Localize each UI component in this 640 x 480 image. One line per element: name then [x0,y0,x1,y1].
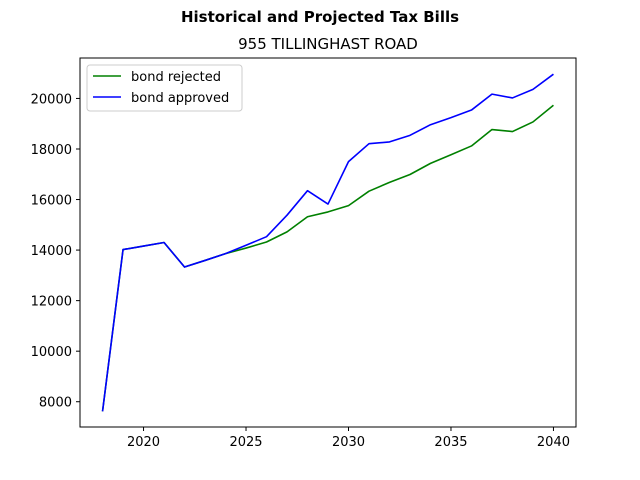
y-tick-label: 10000 [31,345,72,360]
x-axis: 2020 2025 2030 2035 2040 [127,427,570,450]
legend: bond rejected bond approved [86,64,243,112]
y-tick-label: 18000 [31,143,72,158]
y-tick-label: 14000 [31,244,72,259]
y-tick-label: 20000 [31,92,72,107]
x-tick-label: 2035 [434,435,467,450]
chart-title: 955 TILLINGHAST ROAD [238,35,418,53]
x-tick-label: 2030 [332,435,365,450]
y-axis: 8000 10000 12000 14000 16000 18000 20000 [31,92,80,411]
y-tick-label: 12000 [31,295,72,310]
x-tick-label: 2020 [127,435,160,450]
y-tick-label: 8000 [39,396,72,411]
x-tick-label: 2040 [537,435,570,450]
chart-suptitle: Historical and Projected Tax Bills [181,8,459,26]
series-layer [101,73,554,412]
series-line-bond-approved [101,73,554,412]
y-tick-label: 16000 [31,194,72,209]
plot-frame [79,57,577,428]
legend-label-bond-rejected: bond rejected [131,70,221,85]
x-tick-label: 2025 [229,435,262,450]
legend-label-bond-approved: bond approved [131,91,229,106]
legend-box [86,64,243,112]
